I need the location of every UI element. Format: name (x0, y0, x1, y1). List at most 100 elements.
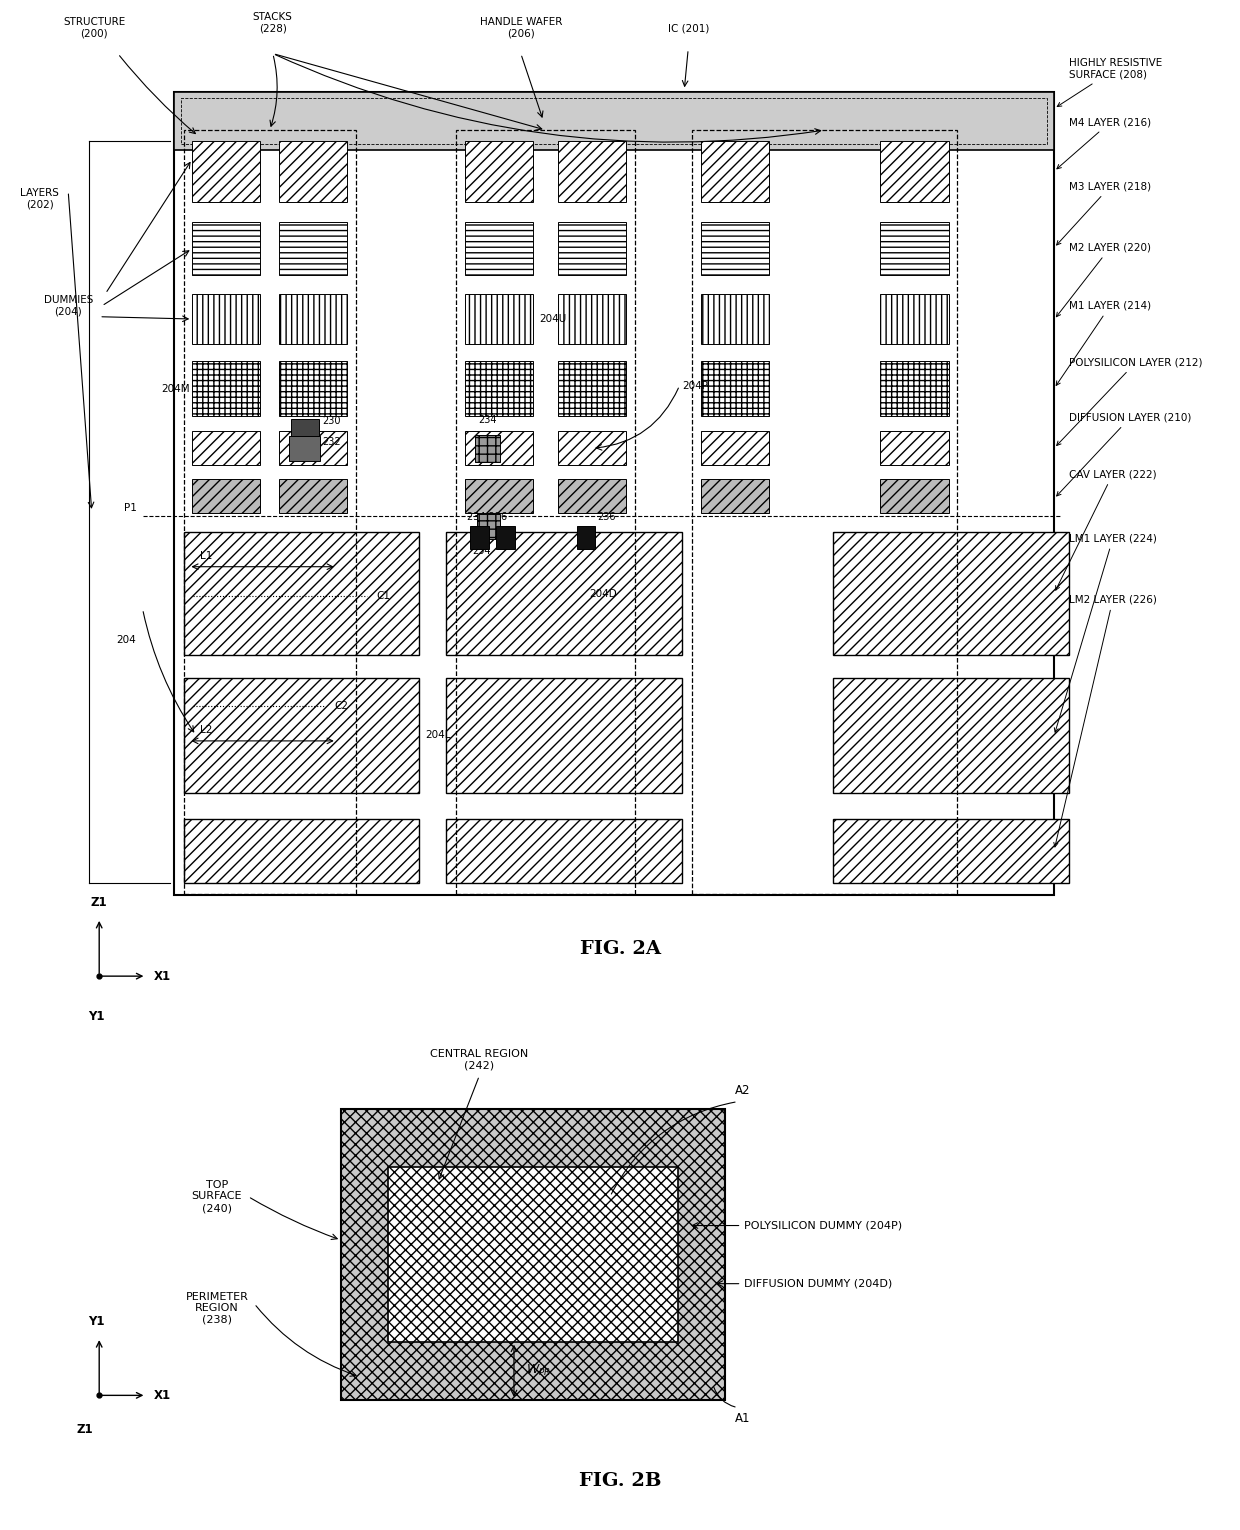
Bar (192, 222, 260, 275)
Text: 234: 234 (472, 546, 491, 557)
Bar (465, 479, 533, 513)
Bar (465, 222, 533, 275)
Bar (192, 141, 260, 202)
Bar (279, 222, 347, 275)
Text: POLYSILICON DUMMY (204P): POLYSILICON DUMMY (204P) (744, 1221, 903, 1230)
Bar (446, 819, 682, 883)
Text: 204: 204 (117, 635, 136, 644)
Text: LAYERS
(202): LAYERS (202) (20, 188, 60, 210)
Bar (880, 361, 949, 416)
Bar (174, 92, 1054, 895)
Bar (880, 479, 949, 513)
Bar (456, 130, 635, 894)
Bar (558, 361, 626, 416)
Bar (289, 436, 320, 461)
Bar (184, 130, 356, 894)
Text: Z1: Z1 (91, 897, 108, 909)
Bar (465, 141, 533, 202)
Text: LM1 LAYER (224): LM1 LAYER (224) (1054, 534, 1157, 733)
Text: FIG. 2B: FIG. 2B (579, 1472, 661, 1490)
Text: DIFFUSION LAYER (210): DIFFUSION LAYER (210) (1056, 413, 1192, 496)
Bar (833, 678, 1069, 793)
Bar (701, 431, 769, 465)
Bar (558, 222, 626, 275)
Text: 234: 234 (479, 415, 496, 425)
Bar (701, 294, 769, 344)
Text: Z1: Z1 (76, 1423, 93, 1435)
Bar (833, 532, 1069, 655)
Bar (496, 526, 515, 549)
Bar (701, 361, 769, 416)
Text: 230: 230 (322, 416, 341, 425)
Text: Y1: Y1 (88, 1316, 105, 1328)
Text: HANDLE WAFER
(206): HANDLE WAFER (206) (480, 17, 562, 38)
Bar (184, 678, 419, 793)
Text: 232: 232 (322, 438, 341, 447)
Text: 204U: 204U (539, 314, 567, 324)
Text: 204M: 204M (161, 384, 190, 393)
Text: $W_{PR}$: $W_{PR}$ (527, 1363, 552, 1379)
Bar (174, 92, 1054, 150)
Bar (291, 419, 319, 447)
Bar (701, 141, 769, 202)
Text: LM2 LAYER (226): LM2 LAYER (226) (1054, 595, 1157, 848)
Bar (192, 361, 260, 416)
Bar (880, 141, 949, 202)
Text: CENTRAL REGION
(242): CENTRAL REGION (242) (430, 1050, 528, 1071)
Bar (446, 678, 682, 793)
Text: X1: X1 (154, 970, 171, 982)
Bar (279, 141, 347, 202)
Text: M2 LAYER (220): M2 LAYER (220) (1056, 243, 1151, 317)
Text: Y1: Y1 (88, 1010, 105, 1022)
Text: C2: C2 (335, 701, 348, 711)
Bar (192, 479, 260, 513)
Text: STRUCTURE
(200): STRUCTURE (200) (63, 17, 125, 38)
Text: X1: X1 (154, 1389, 171, 1401)
Bar (470, 526, 489, 549)
Text: HIGHLY RESISTIVE
SURFACE (208): HIGHLY RESISTIVE SURFACE (208) (1058, 58, 1162, 107)
Bar (477, 514, 500, 539)
Text: STACKS
(228): STACKS (228) (253, 12, 293, 34)
Bar (833, 819, 1069, 883)
Text: CAV LAYER (222): CAV LAYER (222) (1055, 470, 1157, 591)
Text: P1: P1 (124, 502, 136, 513)
Bar (558, 431, 626, 465)
Bar (192, 431, 260, 465)
Bar (558, 141, 626, 202)
Bar (692, 130, 957, 894)
Text: 204L: 204L (425, 730, 451, 741)
Bar (184, 532, 419, 655)
Text: A2: A2 (735, 1085, 750, 1097)
Text: M1 LAYER (214): M1 LAYER (214) (1056, 301, 1151, 386)
Bar (701, 479, 769, 513)
Bar (181, 98, 1047, 144)
Bar (558, 479, 626, 513)
Bar (475, 435, 500, 462)
Bar (388, 1167, 678, 1342)
Text: DUMMIES
(204): DUMMIES (204) (43, 295, 93, 317)
Bar (577, 526, 595, 549)
Bar (279, 479, 347, 513)
Bar (880, 294, 949, 344)
Bar (192, 294, 260, 344)
Text: 204P: 204P (682, 381, 708, 390)
Text: M3 LAYER (218): M3 LAYER (218) (1056, 182, 1151, 245)
Bar (279, 431, 347, 465)
Bar (341, 1109, 725, 1400)
Bar (446, 532, 682, 655)
Text: FIG. 2A: FIG. 2A (579, 939, 661, 958)
Text: A1: A1 (735, 1412, 750, 1424)
Text: PERIMETER
REGION
(238): PERIMETER REGION (238) (186, 1291, 248, 1325)
Text: 236: 236 (598, 511, 616, 522)
Text: DIFFUSION DUMMY (204D): DIFFUSION DUMMY (204D) (744, 1279, 893, 1288)
Text: IC (201): IC (201) (667, 23, 709, 34)
Bar (465, 431, 533, 465)
Bar (279, 294, 347, 344)
Bar (880, 222, 949, 275)
Bar (701, 222, 769, 275)
Bar (465, 294, 533, 344)
Bar (465, 361, 533, 416)
Bar (184, 819, 419, 883)
Text: L2: L2 (200, 725, 212, 734)
Text: L1: L1 (200, 551, 212, 560)
